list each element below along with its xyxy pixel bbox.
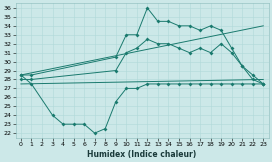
X-axis label: Humidex (Indice chaleur): Humidex (Indice chaleur) [88, 150, 197, 159]
